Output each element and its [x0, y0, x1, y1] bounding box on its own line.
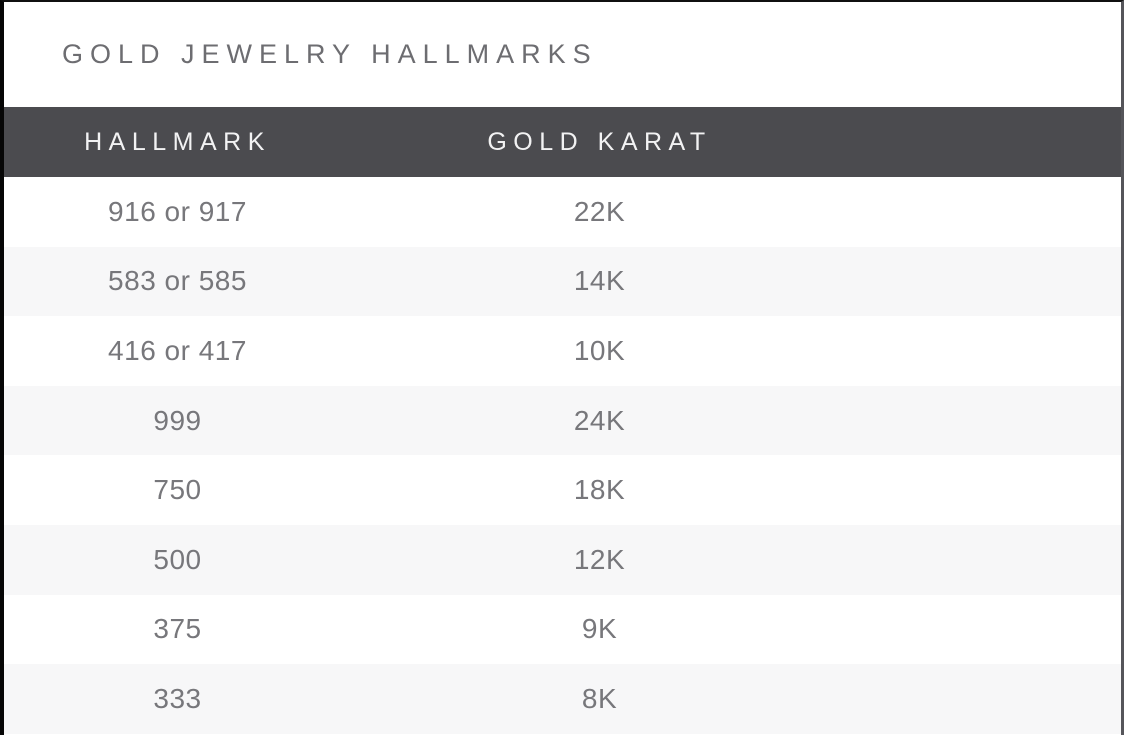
hallmark-cell: 750 [153, 474, 202, 506]
gold-karat-cell: 22K [573, 195, 626, 227]
spacer-cell [848, 386, 1121, 456]
table-row: 333 8K [4, 664, 1121, 734]
header-spacer-cell [848, 107, 1121, 177]
table-row: 750 18K [4, 455, 1121, 525]
table-row: 416 or 417 10K [4, 316, 1121, 386]
column-header-gold-karat: GOLD KARAT [351, 107, 848, 177]
table-row: 500 12K [4, 524, 1121, 595]
hallmark-cell: 375 [153, 613, 202, 645]
spacer-cell [848, 247, 1121, 317]
hallmark-cell: 916 or 917 [108, 195, 247, 227]
table-row: 999 24K [4, 385, 1121, 456]
page-title: GOLD JEWELRY HALLMARKS [62, 39, 598, 69]
spacer-cell [848, 316, 1121, 386]
spacer-cell [848, 595, 1121, 665]
table-row: 375 9K [4, 594, 1121, 665]
hallmark-cell: 999 [153, 404, 202, 436]
gold-karat-cell: 12K [573, 543, 626, 575]
gold-karat-cell: 18K [573, 474, 626, 506]
column-header-hallmark: HALLMARK [4, 107, 351, 177]
table-row: 583 or 585 14K [4, 246, 1121, 317]
gold-karat-cell: 9K [581, 613, 618, 645]
hallmark-cell: 333 [153, 682, 202, 714]
gold-karat-cell: 24K [573, 404, 626, 436]
spacer-cell [848, 525, 1121, 595]
gold-karat-cell: 14K [573, 265, 626, 297]
table-body: 916 or 917 22K 583 or 585 14K 416 or 417 10K 9… [4, 177, 1121, 734]
gold-karat-cell: 10K [573, 334, 626, 366]
hallmark-cell: 500 [153, 543, 202, 575]
table-row: 916 or 917 22K [4, 177, 1121, 247]
hallmarks-table: HALLMARK GOLD KARAT 916 or 917 22K 583 or … [4, 107, 1121, 734]
spacer-cell [848, 664, 1121, 734]
table-header-row: HALLMARK GOLD KARAT [4, 107, 1121, 177]
hallmark-cell: 583 or 585 [108, 265, 247, 297]
hallmark-cell: 416 or 417 [108, 334, 247, 366]
spacer-cell [848, 177, 1121, 247]
gold-karat-cell: 8K [581, 682, 618, 714]
title-area: GOLD JEWELRY HALLMARKS [4, 2, 1121, 107]
spacer-cell [848, 455, 1121, 525]
